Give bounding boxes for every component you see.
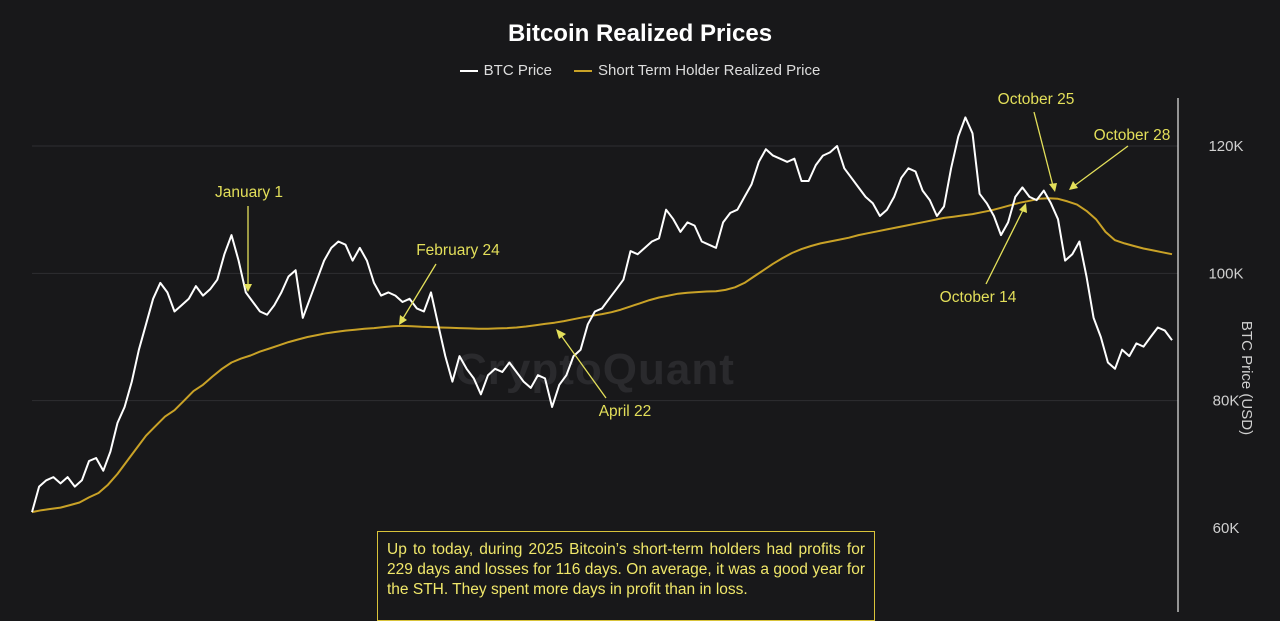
legend-label-btc-price: BTC Price (483, 62, 553, 79)
series-line-btc-price (31, 116, 1173, 513)
annotation-arrowhead-oct25 (1049, 183, 1057, 192)
legend-item-btc-price[interactable]: BTC Price (459, 62, 553, 79)
legend-item-sth-realized-price[interactable]: Short Term Holder Realized Price (574, 62, 820, 79)
chart-title: Bitcoin Realized Prices (507, 20, 773, 47)
y-tick-label: 80K (1213, 393, 1240, 410)
watermark-logo: CryptoQuant (455, 345, 735, 394)
legend-label-sth-realized-price: Short Term Holder Realized Price (598, 62, 821, 79)
annotation-label-jan1: January 1 (215, 184, 283, 201)
annotation-label-oct25: October 25 (998, 91, 1075, 108)
annotation-label-oct14: October 14 (940, 289, 1017, 306)
annotation-arrow-oct25 (1033, 111, 1054, 187)
annotation-label-oct28: October 28 (1094, 127, 1171, 144)
annotation-arrowhead-jan1 (244, 284, 252, 292)
annotation-arrow-oct28 (1073, 145, 1129, 187)
y-tick-label: 60K (1213, 520, 1240, 537)
annotation-arrowhead-oct14 (1019, 203, 1027, 213)
annotation-arrow-oct14 (985, 207, 1025, 285)
y-axis-label: BTC Price (USD) (1238, 321, 1255, 435)
chart-legend: BTC Price Short Term Holder Realized Pri… (0, 62, 1280, 79)
legend-swatch-btc-price (459, 69, 478, 72)
annotation-label-feb24: February 24 (416, 242, 500, 259)
y-axis-ticks: 60K 80K 100K 120K (1208, 138, 1243, 537)
annotation-arrow-apr22 (559, 333, 607, 399)
annotation-arrowhead-feb24 (399, 315, 407, 325)
annotation-label-apr22: April 22 (599, 403, 652, 420)
y-tick-label: 120K (1208, 138, 1243, 155)
grid-lines (32, 145, 1178, 402)
series-line-sth-realized-price (31, 197, 1173, 514)
annotation-arrow-feb24 (401, 263, 437, 321)
y-tick-label: 100K (1208, 265, 1243, 282)
annotation-arrowhead-apr22 (556, 329, 566, 339)
annotation-arrowhead-oct28 (1069, 181, 1078, 190)
annotations: January 1 February 24 April 22 October 1… (215, 91, 1170, 420)
summary-note-box: Up to today, during 2025 Bitcoin’s short… (377, 531, 875, 621)
legend-swatch-sth-realized-price (574, 69, 593, 72)
